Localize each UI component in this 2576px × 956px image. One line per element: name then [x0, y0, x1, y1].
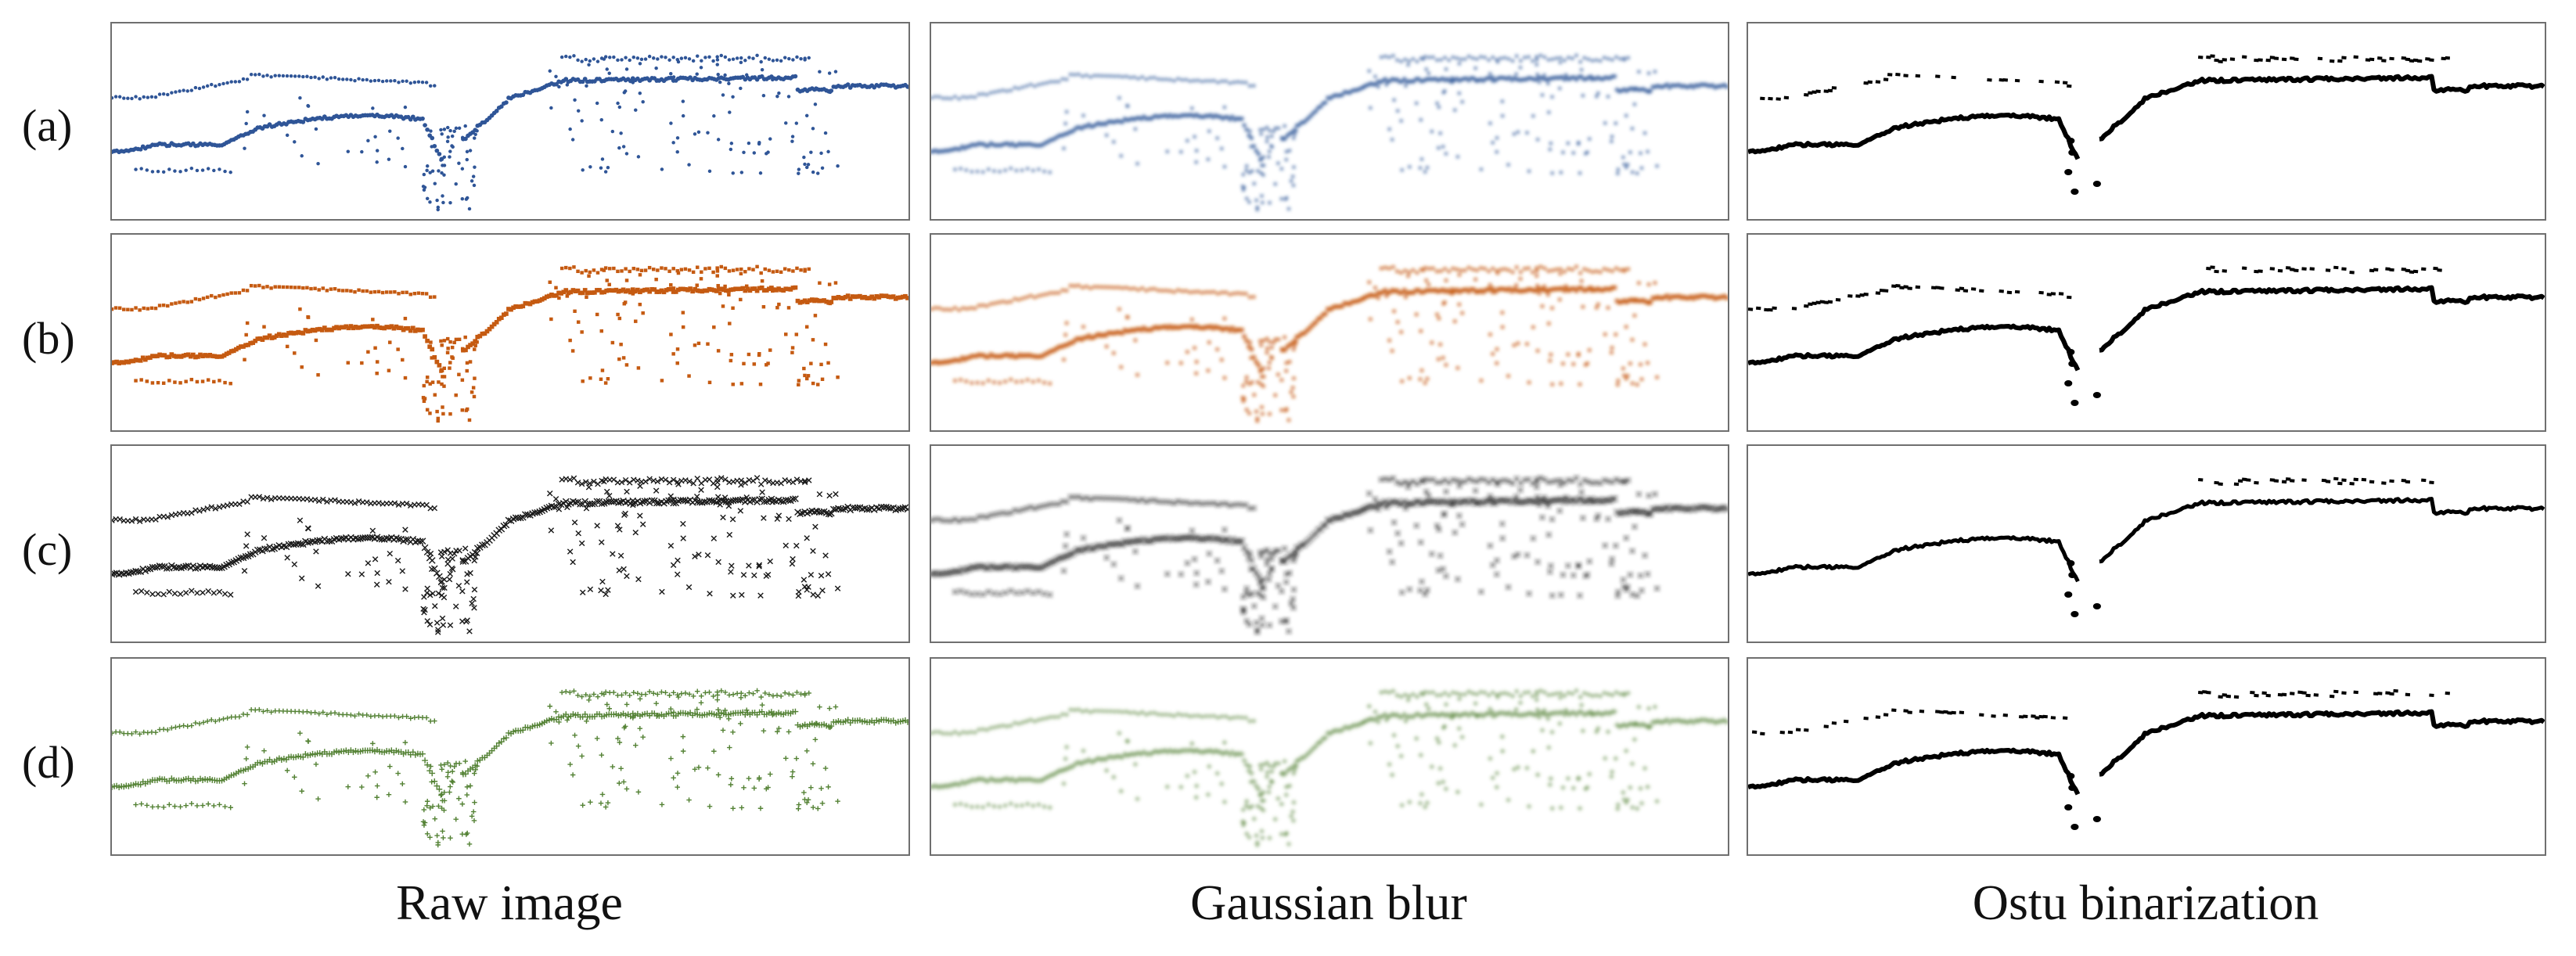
row-label-d: (d)	[22, 737, 75, 788]
panel-b-blur	[930, 233, 1729, 432]
panel-image-d-raw	[112, 688, 908, 848]
panel-image-c-raw	[112, 475, 908, 635]
panel-image-c-blur	[931, 475, 1728, 635]
panel-d-blur	[930, 657, 1729, 856]
panel-image-d-blur	[931, 688, 1728, 848]
panel-b-raw	[110, 233, 910, 432]
panel-c-raw	[110, 444, 910, 643]
row-label-c: (c)	[22, 524, 73, 575]
panel-image-b-binary	[1748, 265, 2545, 406]
panel-a-blur	[930, 22, 1729, 221]
panel-a-binary	[1747, 22, 2546, 221]
row-label-a: (a)	[22, 100, 73, 151]
panel-image-a-binary	[1748, 54, 2545, 195]
panel-c-binary	[1747, 444, 2546, 643]
panel-image-c-binary	[1748, 476, 2545, 617]
column-label-binary: Ostu binarization	[1972, 875, 2319, 930]
panel-image-a-raw	[112, 53, 908, 212]
panel-c-blur	[930, 444, 1729, 643]
panel-image-a-blur	[931, 53, 1728, 212]
panel-image-d-binary	[1748, 688, 2545, 830]
column-label-raw: Raw image	[396, 875, 623, 930]
panel-d-raw	[110, 657, 910, 856]
row-label-b: (b)	[22, 313, 75, 364]
panel-b-binary	[1747, 233, 2546, 432]
panel-a-raw	[110, 22, 910, 221]
panel-d-binary	[1747, 657, 2546, 856]
panel-image-b-blur	[931, 264, 1728, 423]
column-label-blur: Gaussian blur	[1190, 875, 1467, 930]
panel-image-b-raw	[112, 264, 908, 423]
